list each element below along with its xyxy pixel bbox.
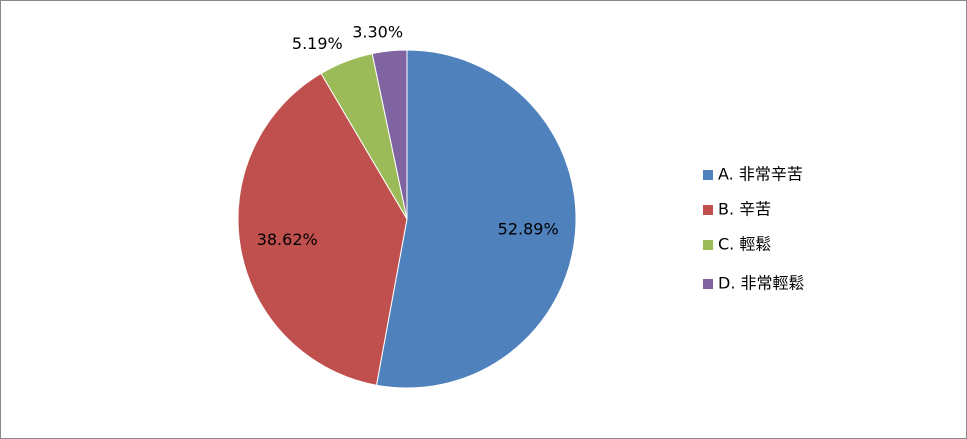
legend-swatch — [703, 205, 713, 215]
pie-slice — [371, 49, 408, 220]
legend-label: A. 非常辛苦 — [718, 165, 803, 184]
legend-label: D. 非常輕鬆 — [718, 274, 805, 293]
data-label: 3.30% — [352, 23, 403, 42]
legend-swatch — [703, 170, 713, 180]
legend-label: C. 輕鬆 — [718, 235, 771, 254]
pie-slice — [237, 72, 408, 386]
data-label: 38.62% — [257, 230, 318, 249]
legend-label: B. 辛苦 — [718, 200, 771, 219]
data-label: 5.19% — [292, 34, 343, 53]
data-label: 52.89% — [498, 220, 559, 239]
legend-swatch — [703, 240, 713, 250]
pie-slice — [375, 49, 577, 389]
legend-swatch — [703, 279, 713, 289]
